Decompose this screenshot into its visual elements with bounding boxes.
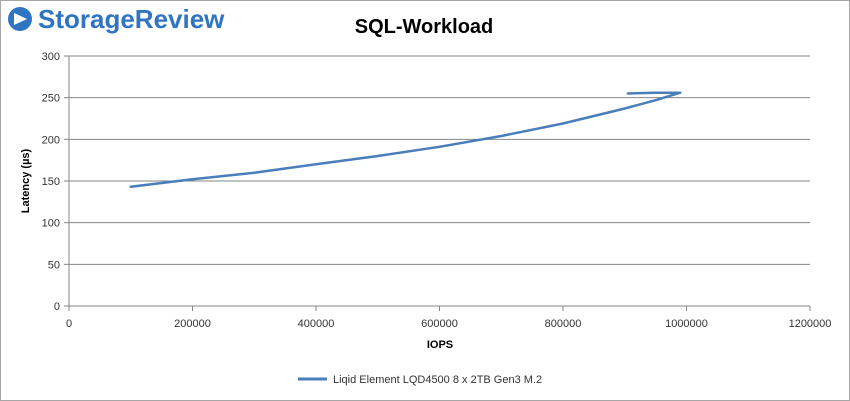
y-tick-label: 100 <box>42 218 60 230</box>
x-tick-label: 200000 <box>174 318 211 330</box>
axes <box>64 55 811 311</box>
y-tick-label: 0 <box>54 301 60 313</box>
series-line <box>129 91 682 189</box>
x-tick-label: 0 <box>66 318 72 330</box>
y-tick-label: 150 <box>42 176 60 188</box>
x-tick-label: 1000000 <box>665 318 708 330</box>
y-tick-labels: 0 50 100 150 200 250 300 <box>42 51 60 313</box>
x-tick-label: 1200000 <box>789 318 832 330</box>
series-lines <box>129 91 682 189</box>
grid-lines <box>69 55 810 265</box>
x-tick-label: 800000 <box>545 318 582 330</box>
x-tick-label: 600000 <box>421 318 458 330</box>
y-axis-label: Latency (µs) <box>20 148 32 213</box>
storagereview-logo: StorageReview <box>8 4 225 34</box>
y-tick-label: 250 <box>42 93 60 105</box>
x-tick-labels: 0 200000 400000 600000 800000 1000000 1200000 <box>66 318 831 330</box>
y-tick-label: 300 <box>42 51 60 63</box>
x-tick-label: 400000 <box>298 318 335 330</box>
y-tick-label: 200 <box>42 134 60 146</box>
y-tick-label: 50 <box>48 259 60 271</box>
legend-label: Liqid Element LQD4500 8 x 2TB Gen3 M.2 <box>333 374 542 386</box>
chart-title: SQL-Workload <box>355 16 494 38</box>
x-axis-label: IOPS <box>427 339 453 351</box>
brand-name: StorageReview <box>38 4 225 34</box>
legend: Liqid Element LQD4500 8 x 2TB Gen3 M.2 <box>298 374 542 386</box>
logo-mark-play-icon <box>14 13 27 25</box>
